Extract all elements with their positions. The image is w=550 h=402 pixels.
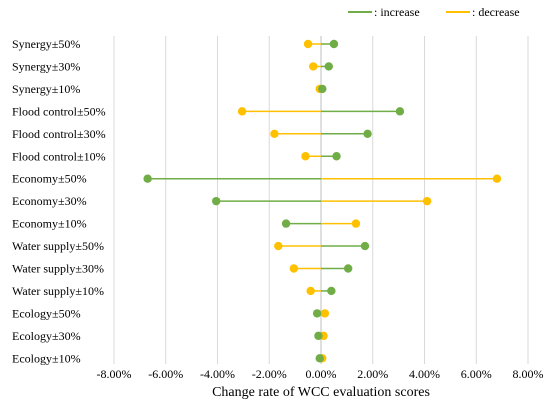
x-tick-label: 4.00% xyxy=(409,367,440,381)
row-label: Economy±30% xyxy=(12,194,87,208)
row-label: Ecology±30% xyxy=(12,329,81,343)
decrease-point xyxy=(306,286,315,296)
x-tick-label: -4.00% xyxy=(200,367,235,381)
row-label: Water supply±50% xyxy=(12,239,104,253)
legend-label: : increase xyxy=(374,5,420,19)
decrease-point xyxy=(274,241,283,251)
increase-point xyxy=(395,107,405,116)
decrease-point xyxy=(351,219,361,228)
x-tick-label: 6.00% xyxy=(461,367,492,381)
increase-point xyxy=(332,152,341,161)
x-tick-labels: -8.00% -6.00% -4.00% -2.00% 0.00% 2.00% 4.00% 6… xyxy=(97,367,544,381)
row-label: Ecology±10% xyxy=(12,351,81,365)
increase-point xyxy=(314,331,323,341)
x-tick-label: -2.00% xyxy=(252,367,287,381)
decrease-point xyxy=(320,309,330,318)
row-label: Water supply±10% xyxy=(12,284,104,298)
legend: : increase : decrease xyxy=(348,5,520,19)
x-axis-title: Change rate of WCC evaluation scores xyxy=(212,385,430,400)
x-tick-label: 8.00% xyxy=(513,367,544,381)
decrease-point xyxy=(301,152,310,161)
increase-point xyxy=(363,129,372,138)
row-label: Flood control±10% xyxy=(12,149,106,163)
decrease-point xyxy=(422,196,432,206)
row-label: Ecology±50% xyxy=(12,306,81,320)
x-tick-label: -6.00% xyxy=(148,367,183,381)
decrease-point xyxy=(303,39,313,49)
row-label: Economy±50% xyxy=(12,172,87,186)
increase-point xyxy=(281,219,291,228)
decrease-point xyxy=(237,107,247,116)
legend-label: : decrease xyxy=(472,5,520,19)
increase-point xyxy=(324,62,333,71)
decrease-point xyxy=(309,62,318,71)
increase-point xyxy=(318,84,327,94)
row-label: Synergy±30% xyxy=(12,59,80,73)
increase-point xyxy=(343,264,353,273)
x-tick-label: -8.00% xyxy=(97,367,132,381)
increase-point xyxy=(315,354,324,363)
increase-point xyxy=(212,196,221,206)
row-label: Flood control±30% xyxy=(12,127,106,141)
points xyxy=(143,39,502,363)
row-labels: Synergy±50% Synergy±30% Synergy±10% Flood c… xyxy=(12,37,106,365)
row-label: Economy±10% xyxy=(12,217,87,231)
increase-point xyxy=(143,174,152,183)
increase-point xyxy=(312,309,322,318)
row-label: Synergy±10% xyxy=(12,82,80,96)
increase-point xyxy=(360,241,370,251)
increase-point xyxy=(327,286,336,296)
increase-point xyxy=(329,39,339,49)
x-tick-label: 2.00% xyxy=(357,367,388,381)
decrease-point xyxy=(492,174,502,183)
decrease-point xyxy=(289,264,299,273)
row-label: Water supply±30% xyxy=(12,262,104,276)
row-label: Flood control±50% xyxy=(12,104,106,118)
row-label: Synergy±50% xyxy=(12,37,80,51)
x-tick-label: 0.00% xyxy=(306,367,337,381)
decrease-point xyxy=(270,129,279,138)
